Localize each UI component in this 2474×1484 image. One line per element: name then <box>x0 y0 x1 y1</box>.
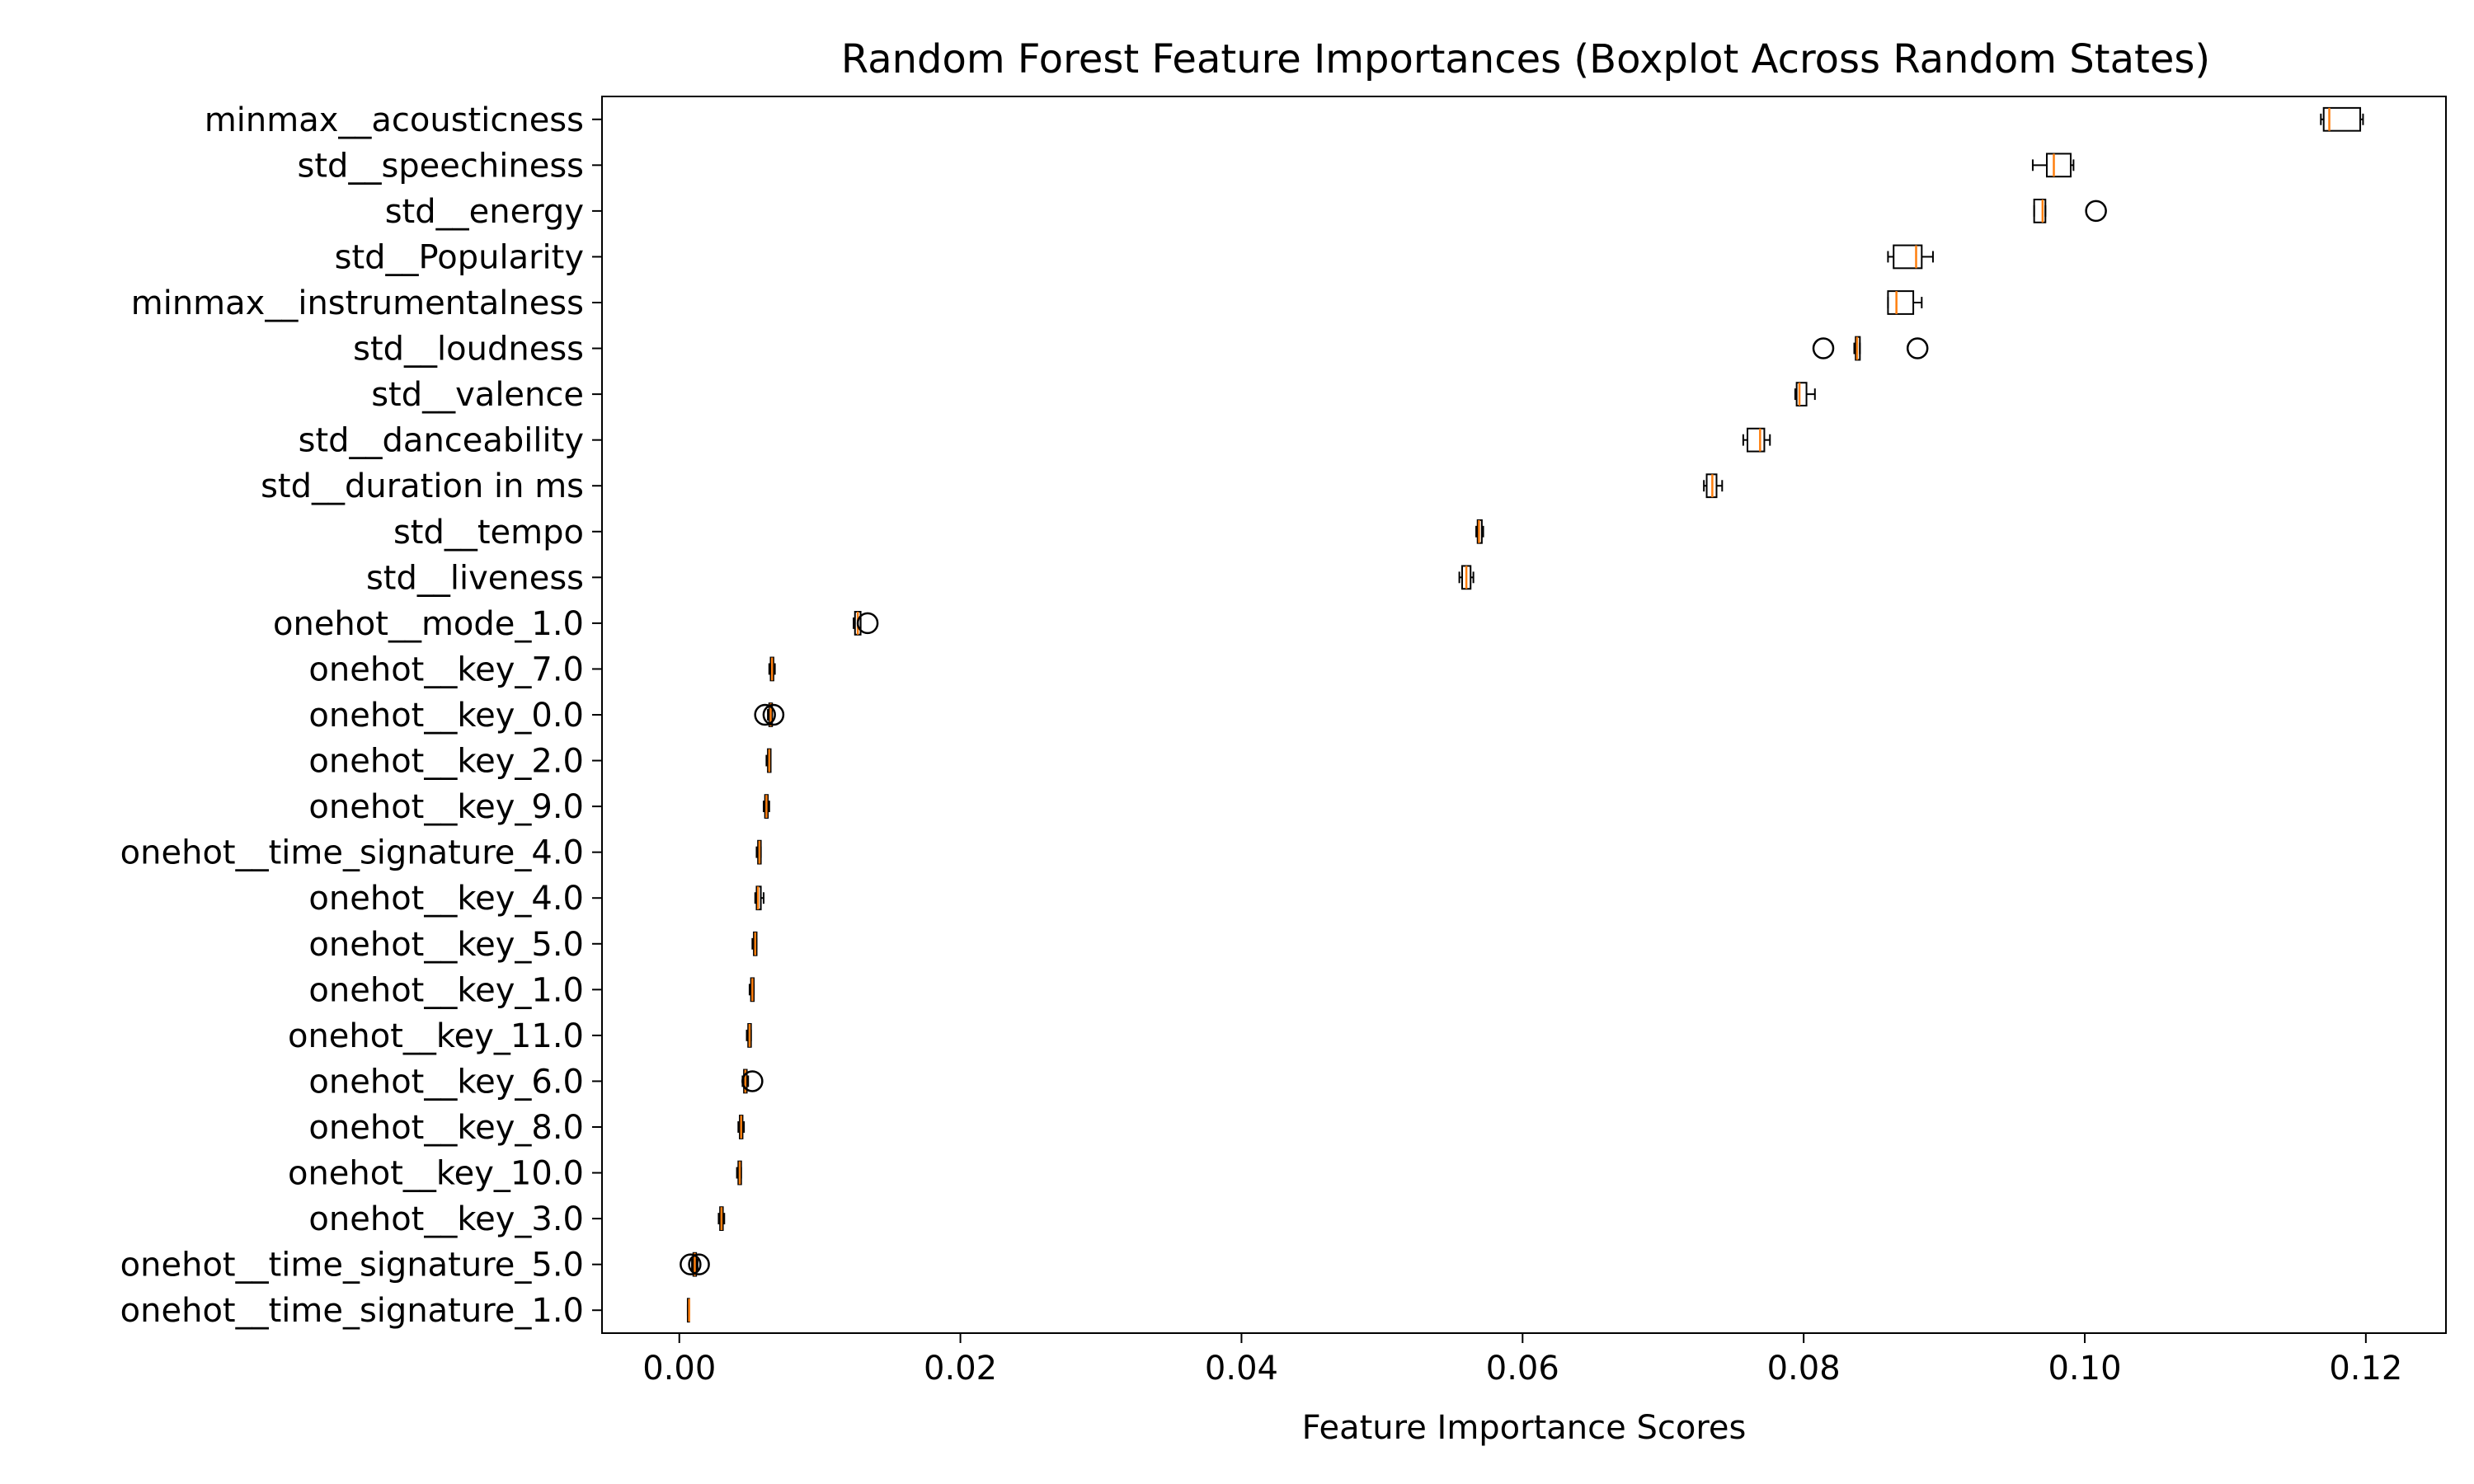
y-tick-label: std__liveness <box>366 559 584 597</box>
y-tick-label: onehot__mode_1.0 <box>273 605 584 643</box>
outlier-point <box>1906 337 1929 359</box>
box-group <box>741 1068 764 1094</box>
y-tick-label: onehot__key_5.0 <box>308 926 584 964</box>
box-group <box>686 1298 690 1323</box>
box-group <box>853 611 879 636</box>
y-tick-label: std__danceability <box>299 422 584 460</box>
y-tick-label: onehot__time_signature_1.0 <box>120 1292 584 1330</box>
box-group <box>1742 427 1771 453</box>
box-group <box>1887 244 1934 270</box>
y-tick-label: std__Popularity <box>335 238 584 276</box>
y-tick-label: onehot__key_1.0 <box>308 971 584 1009</box>
outlier-point <box>856 612 879 635</box>
box-group <box>751 931 758 956</box>
chart-title: Random Forest Feature Importances (Boxpl… <box>841 36 2210 82</box>
x-tick-label: 0.10 <box>2048 1350 2121 1388</box>
y-tick-label: onehot__key_7.0 <box>308 650 584 688</box>
y-tick-label: onehot__key_10.0 <box>288 1155 584 1193</box>
outlier-point <box>762 703 785 726</box>
y-tick-label: onehot__key_3.0 <box>308 1200 584 1238</box>
box-group <box>762 794 770 819</box>
outlier-point <box>2085 200 2107 223</box>
box-group <box>736 1160 742 1186</box>
y-tick-label: std__loudness <box>353 331 584 369</box>
outlier-point <box>688 1253 710 1275</box>
y-tick-label: std__tempo <box>393 514 584 552</box>
box <box>2033 199 2047 223</box>
y-tick-label: std__valence <box>371 376 584 414</box>
x-axis-label: Feature Importance Scores <box>1302 1409 1747 1447</box>
x-tick-label: 0.12 <box>2329 1350 2402 1388</box>
box <box>2045 153 2072 178</box>
x-tick-label: 0.00 <box>642 1350 716 1388</box>
box <box>1795 382 1808 407</box>
y-axis: minmax__acousticness std__speechiness std_… <box>120 101 602 1330</box>
plot-area <box>680 106 2364 1323</box>
box-group <box>1475 519 1484 544</box>
box-group <box>1458 565 1475 590</box>
x-axis: 0.00 0.02 0.04 0.06 0.08 0.10 0.12 <box>642 1333 2402 1388</box>
y-tick-label: onehot__time_signature_5.0 <box>120 1247 584 1284</box>
box-group <box>2031 153 2075 178</box>
y-tick-label: onehot__key_6.0 <box>308 1063 584 1101</box>
x-tick-label: 0.04 <box>1205 1350 1278 1388</box>
box-group <box>1812 336 1929 361</box>
box <box>2322 106 2362 132</box>
box-group <box>737 1115 745 1139</box>
y-tick-label: minmax__instrumentalness <box>131 284 584 322</box>
y-tick-label: onehot__key_4.0 <box>308 880 584 918</box>
box-group <box>2033 199 2107 223</box>
outlier-point <box>741 1070 764 1092</box>
box-group <box>768 656 776 682</box>
y-tick-label: onehot__key_0.0 <box>308 697 584 735</box>
y-tick-label: onehot__key_11.0 <box>288 1017 584 1055</box>
box-group <box>1794 382 1816 407</box>
outlier-point <box>754 703 776 726</box>
outlier-point <box>680 1253 702 1275</box>
y-tick-label: onehot__key_8.0 <box>308 1109 584 1147</box>
box <box>1887 290 1915 315</box>
outlier-point <box>1812 337 1835 359</box>
box-group <box>1703 473 1724 499</box>
box-group <box>745 1023 752 1048</box>
box-group <box>755 839 762 865</box>
x-tick-label: 0.06 <box>1486 1350 1559 1388</box>
box <box>1893 244 1923 270</box>
y-tick-label: minmax__acousticness <box>205 101 584 139</box>
x-tick-label: 0.02 <box>924 1350 997 1388</box>
y-tick-label: std__duration in ms <box>261 467 584 505</box>
box-group <box>754 702 785 727</box>
y-tick-label: onehot__time_signature_4.0 <box>120 834 584 872</box>
box-group <box>765 748 772 773</box>
box-group <box>748 977 755 1003</box>
box-group <box>2320 106 2364 132</box>
y-tick-label: onehot__key_2.0 <box>308 743 584 781</box>
y-tick-label: std__speechiness <box>298 147 584 185</box>
y-tick-label: std__energy <box>385 193 584 231</box>
box-group <box>680 1252 710 1277</box>
x-tick-label: 0.08 <box>1767 1350 1841 1388</box>
box-group <box>1887 290 1923 315</box>
y-tick-label: onehot__key_9.0 <box>308 788 584 826</box>
box-group <box>754 885 764 911</box>
box <box>1746 427 1766 453</box>
box-group <box>717 1206 726 1231</box>
